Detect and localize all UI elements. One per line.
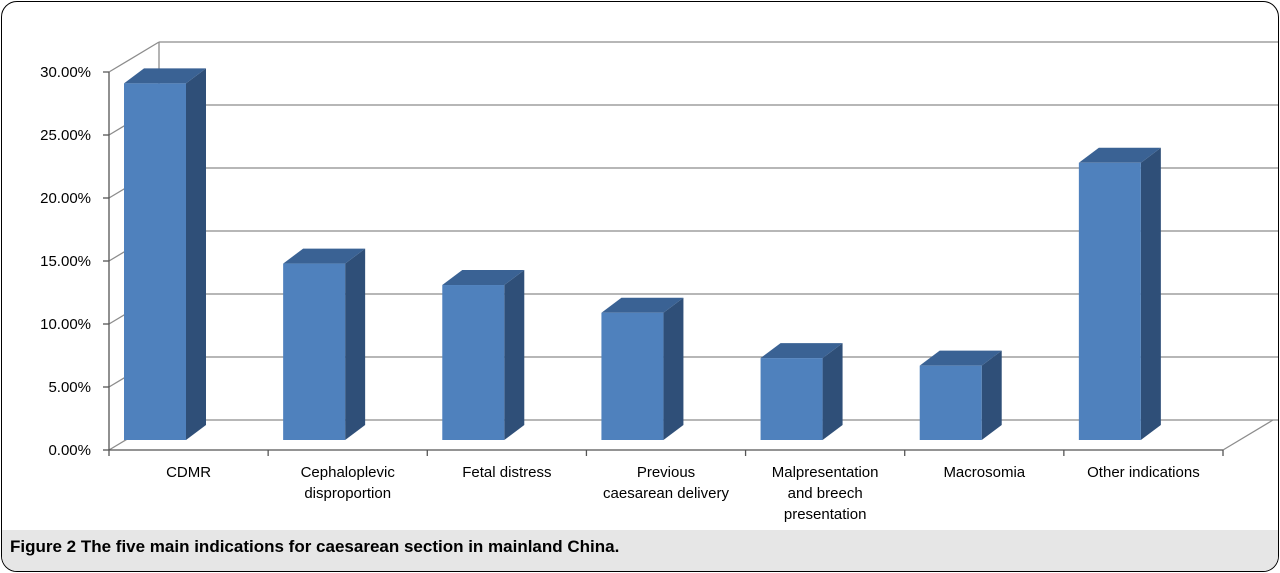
bar (760, 343, 843, 440)
bar-top (601, 297, 684, 313)
bar-top (283, 248, 366, 264)
axes (103, 71, 1274, 456)
y-tick-label: 15.00% (40, 253, 91, 270)
figure-caption: Figure 2 The five main indications for c… (10, 537, 620, 556)
bar (442, 270, 525, 440)
bar-side (663, 297, 684, 440)
bar-front (283, 263, 346, 440)
bar-side (186, 68, 206, 441)
bar-front (760, 358, 823, 440)
x-tick-label: CDMR (166, 464, 211, 481)
x-tick-label: Fetal distress (462, 464, 551, 481)
y-tick-label: 20.00% (40, 190, 91, 207)
bar-side (1140, 147, 1161, 441)
bar-side (981, 350, 1002, 440)
floor-edge (1222, 419, 1274, 451)
x-tick-label: Cephaloplevic disproportion (301, 464, 396, 502)
x-tick-labels: CDMR Cephaloplevic disproportion Fetal dist… (166, 464, 1200, 523)
bar (1078, 147, 1161, 441)
bar-side (822, 343, 843, 440)
y-tick-label: 25.00% (40, 127, 91, 144)
gridline-side (108, 41, 160, 73)
y-tick-label: 10.00% (40, 316, 91, 333)
bar-front (442, 285, 505, 440)
bar-front (124, 83, 186, 441)
bar-top (442, 270, 525, 286)
y-tick-label: 30.00% (40, 64, 91, 81)
bars (124, 68, 1161, 441)
bar-top (1078, 147, 1161, 163)
bar-side (504, 270, 525, 440)
y-tick-labels: 0.00% 5.00% 10.00% 15.00% 20.00% 25.00% 30.00% (40, 64, 91, 459)
x-tick-label: Malpresentation and breech presentation (772, 464, 879, 523)
bar-top (760, 343, 843, 359)
bar (919, 350, 1002, 440)
bar-top (124, 68, 206, 84)
bar-side (345, 248, 366, 440)
figure-caption-bar: Figure 2 The five main indications for c… (2, 530, 1278, 571)
bar-chart: 0.00% 5.00% 10.00% 15.00% 20.00% 25.00% 30.00%… (40, 41, 1278, 523)
x-tick-label: Previous caesarean delivery (603, 464, 729, 502)
bar (283, 248, 366, 440)
bar-front (919, 365, 982, 440)
y-tick-label: 0.00% (48, 442, 91, 459)
bar (124, 68, 206, 441)
x-tick-label: Other indications (1087, 464, 1200, 481)
bar (601, 297, 684, 440)
y-tick-label: 5.00% (48, 379, 91, 396)
bar-top (919, 350, 1002, 366)
bar-front (1078, 162, 1141, 441)
bar-front (601, 312, 664, 440)
x-tick-label: Macrosomia (943, 464, 1025, 481)
